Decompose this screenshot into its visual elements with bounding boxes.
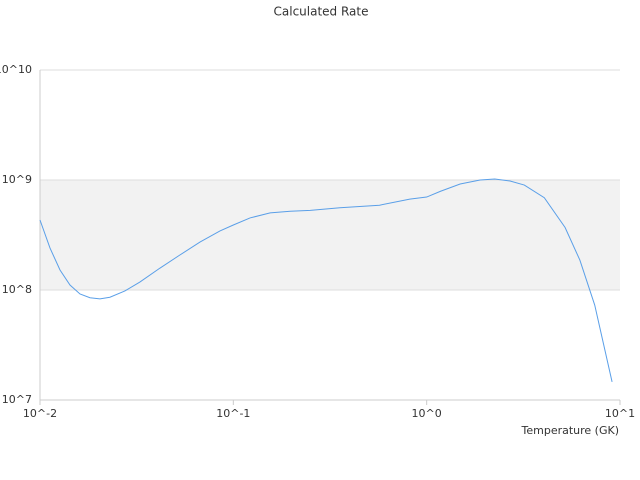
x-tick-label: 10^-1	[216, 407, 250, 420]
x-tick-label: 10^0	[412, 407, 442, 420]
x-tick-label: 10^-2	[23, 407, 57, 420]
y-tick-label: 10^7	[2, 393, 32, 406]
x-axis-label: Temperature (GK)	[521, 424, 620, 437]
series-line	[39, 178, 613, 383]
y-tick-label: 10^10	[0, 63, 32, 76]
y-tick-label: 10^8	[2, 283, 32, 296]
grid-band	[40, 180, 620, 290]
x-tick-label: 10^1	[605, 407, 635, 420]
y-tick-label: 10^9	[2, 173, 32, 186]
chart-title: Calculated Rate	[274, 5, 369, 19]
